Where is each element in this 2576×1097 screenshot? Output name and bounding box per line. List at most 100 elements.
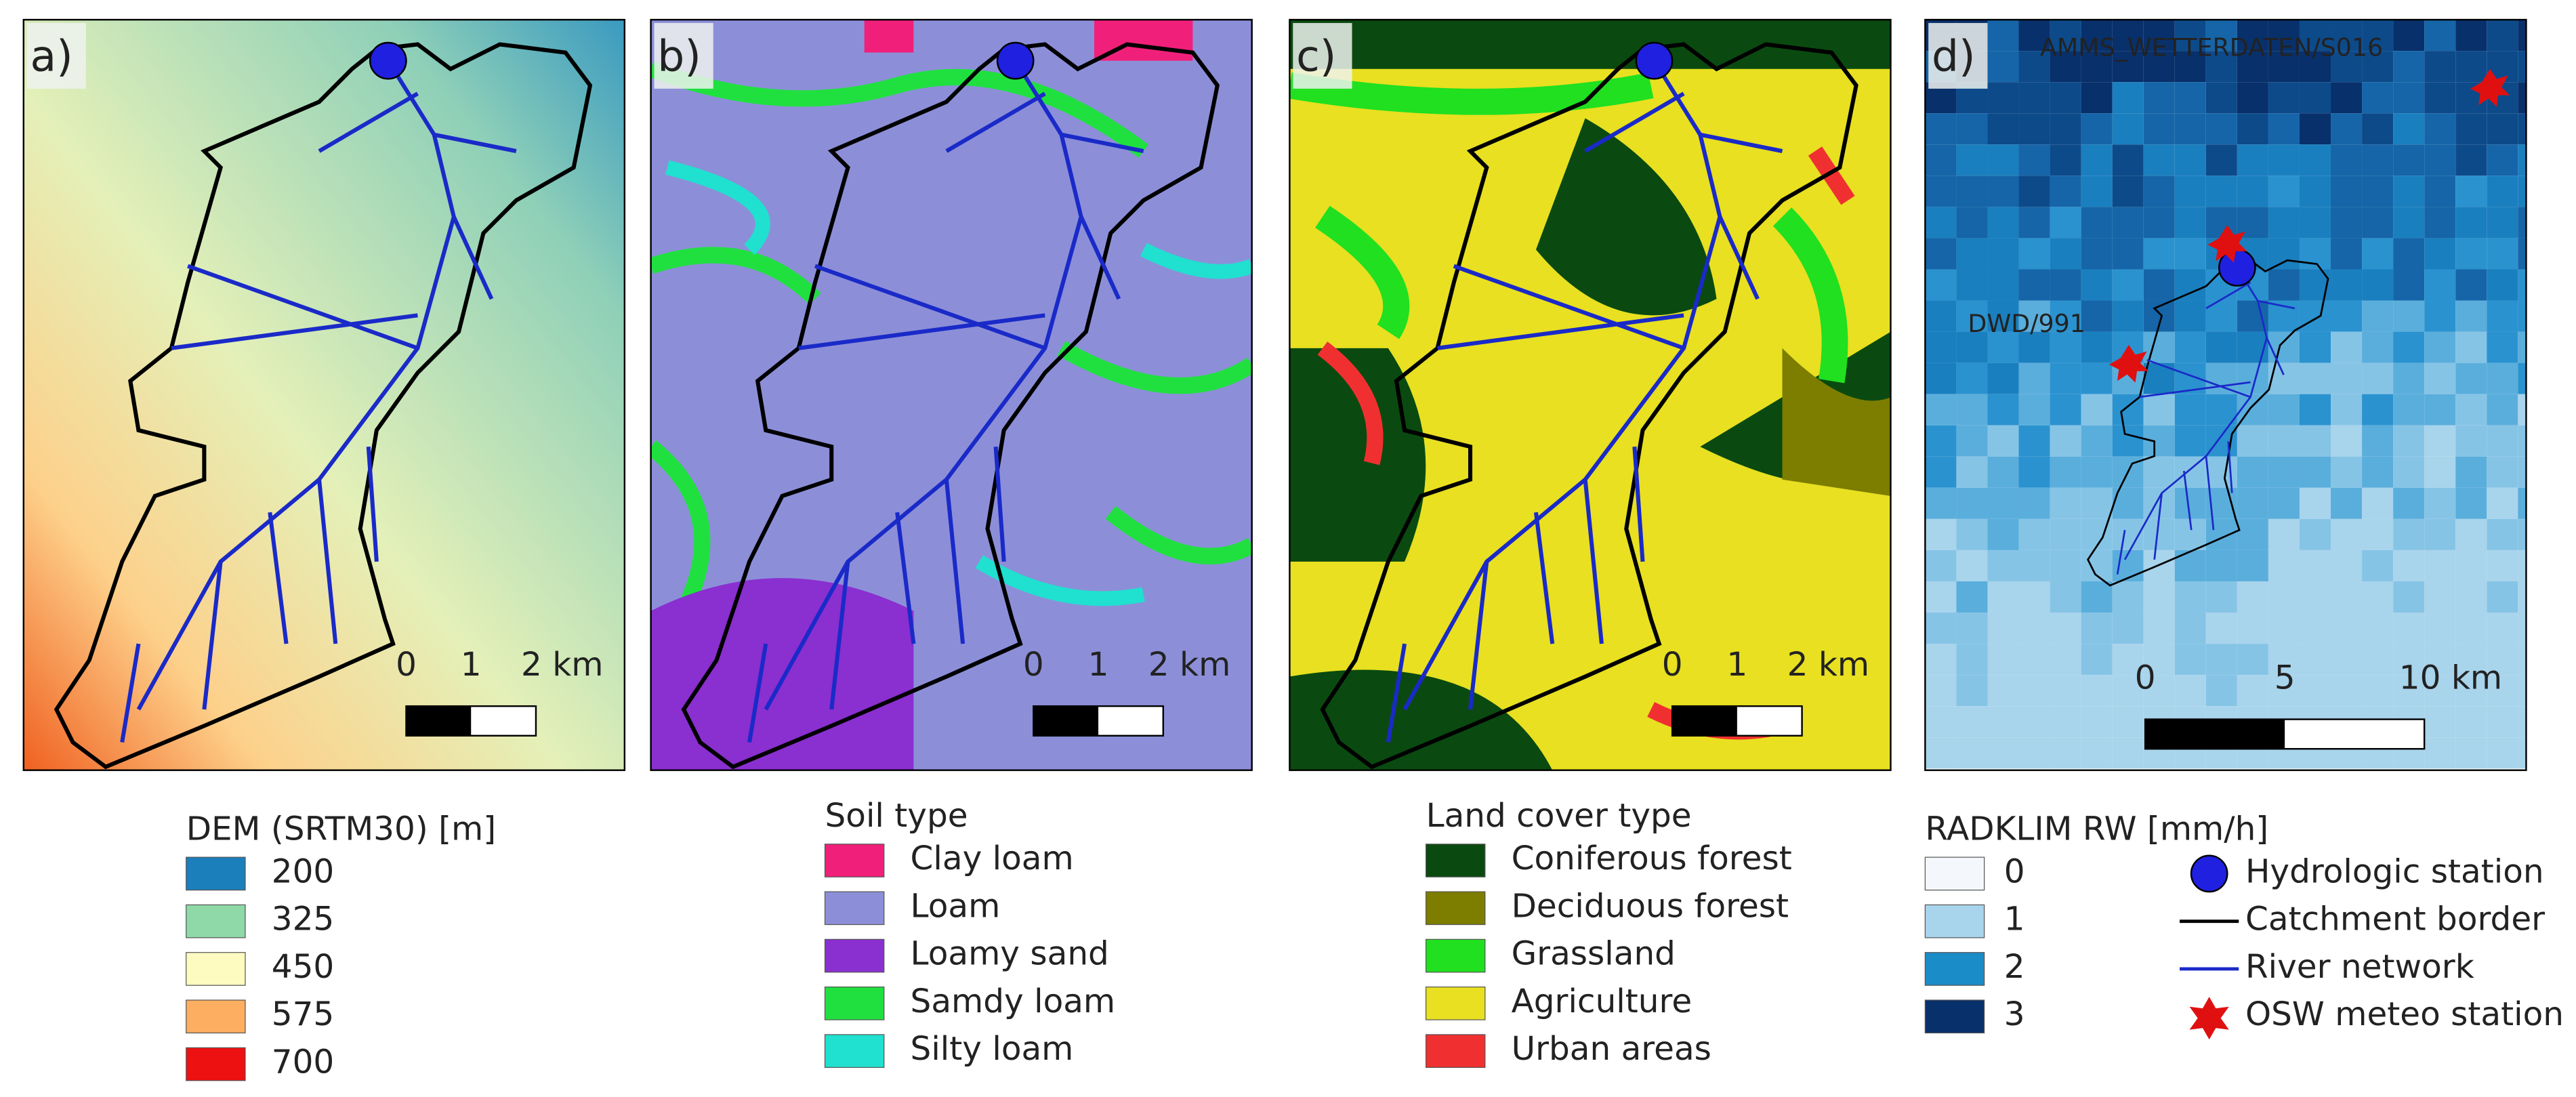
- radar-cell: [2081, 82, 2113, 114]
- panel-label-box: [26, 22, 86, 89]
- radar-cell: [2487, 175, 2518, 207]
- radar-cell: [2331, 550, 2363, 581]
- radar-cell: [2455, 175, 2487, 207]
- radar-cell: [2518, 238, 2527, 270]
- hydrologic-station: [369, 41, 407, 80]
- legend-swatch: [1425, 891, 1486, 926]
- legend-label: Coniferous forest: [1512, 840, 1792, 877]
- radar-cell: [2455, 238, 2487, 270]
- radar-cell: [2424, 82, 2456, 114]
- radar-cell: [2081, 363, 2113, 394]
- legend-symbol: [2189, 997, 2229, 1040]
- radar-cell: [2174, 300, 2206, 332]
- scale-bar: [1672, 706, 1737, 736]
- radar-cell: [2393, 644, 2425, 676]
- radar-cell: [2518, 518, 2527, 550]
- radar-cell: [2112, 737, 2144, 769]
- legend-label: Urban areas: [1512, 1030, 1711, 1068]
- radar-cell: [2081, 706, 2113, 738]
- radar-cell: [1987, 82, 2019, 114]
- radar-cell: [2081, 207, 2113, 239]
- radar-cell: [1987, 737, 2019, 769]
- panel-label: d): [1932, 31, 1976, 81]
- radar-cell: [2299, 363, 2331, 394]
- radar-cell: [2455, 706, 2487, 738]
- radar-cell: [2237, 51, 2268, 83]
- legends: DEM (SRTM30) [m] 200 325 450 575 700 Soil type…: [186, 797, 2564, 1081]
- radar-cell: [1987, 675, 2019, 707]
- radar-cell: [2237, 144, 2268, 176]
- radar-cell: [2081, 425, 2113, 457]
- radar-cell: [2362, 394, 2394, 426]
- panel-label-box: [1928, 22, 1988, 89]
- radar-cell: [2331, 456, 2363, 488]
- legend-label: Loam: [911, 887, 1001, 925]
- radar-cell: [1956, 394, 1988, 426]
- radar-cell: [2518, 550, 2527, 581]
- radar-cell: [2112, 675, 2144, 707]
- radar-cell: [2424, 113, 2456, 145]
- radar-cell: [2050, 550, 2081, 581]
- radar-cell: [1987, 456, 2019, 488]
- radar-cell: [1987, 487, 2019, 519]
- legend-label: 325: [272, 901, 335, 938]
- radar-cell: [2424, 394, 2456, 426]
- radar-cell: [2018, 581, 2050, 613]
- radar-cell: [2362, 238, 2394, 270]
- radar-cell: [2331, 51, 2363, 83]
- radar-cell: [2487, 487, 2518, 519]
- radar-cell: [2268, 487, 2300, 519]
- radar-cell: [2393, 550, 2425, 581]
- radar-cell: [2362, 518, 2394, 550]
- scale-label: 0: [1023, 646, 1044, 684]
- scale-label: 2 km: [521, 646, 604, 684]
- radar-cell: [1925, 581, 1957, 613]
- radar-cell: [2112, 300, 2144, 332]
- radar-cell: [2487, 581, 2518, 613]
- radar-cell: [2268, 581, 2300, 613]
- radar-cell: [2050, 113, 2081, 145]
- radar-cell: [2518, 613, 2527, 644]
- radar-cell: [2455, 644, 2487, 676]
- radar-cell: [2268, 394, 2300, 426]
- radar-cell: [2081, 456, 2113, 488]
- radar-cell: [2143, 456, 2175, 488]
- radar-cell: [2081, 331, 2113, 363]
- radar-cell: [2424, 269, 2456, 301]
- radar-cell: [2143, 269, 2175, 301]
- radar-cell: [1925, 207, 1957, 239]
- radar-cell: [1925, 550, 1957, 581]
- radar-cell: [2455, 518, 2487, 550]
- radar-cell: [2424, 144, 2456, 176]
- radar-cell: [2018, 425, 2050, 457]
- radar-cell: [2143, 613, 2175, 644]
- radar-cell: [2018, 706, 2050, 738]
- radar-cell: [2393, 20, 2425, 51]
- radar-cell: [2487, 550, 2518, 581]
- radar-cell: [2518, 144, 2527, 176]
- radar-cell: [2018, 331, 2050, 363]
- radar-cell: [2081, 300, 2113, 332]
- radar-cell: [2362, 175, 2394, 207]
- radar-cell: [1956, 613, 1988, 644]
- radar-cell: [2081, 20, 2113, 51]
- radar-cell: [2112, 238, 2144, 270]
- legend-label: Samdy loam: [911, 982, 1116, 1020]
- radar-cell: [2299, 518, 2331, 550]
- radar-cell: [1925, 363, 1957, 394]
- radar-cell: [1987, 425, 2019, 457]
- radar-cell: [2362, 51, 2394, 83]
- radar-cell: [2299, 487, 2331, 519]
- radar-cell: [1956, 550, 1988, 581]
- legend-swatch: [824, 938, 885, 973]
- radar-cell: [2455, 675, 2487, 707]
- radar-cell: [1987, 394, 2019, 426]
- radar-cell: [2455, 456, 2487, 488]
- radar-cell: [2268, 300, 2300, 332]
- scale-label: 0: [2135, 659, 2156, 697]
- radar-cell: [1987, 363, 2019, 394]
- radar-cell: [2174, 644, 2206, 676]
- radar-cell: [2112, 394, 2144, 426]
- legend-label: 1: [2004, 901, 2025, 938]
- panel-label: b): [657, 31, 701, 81]
